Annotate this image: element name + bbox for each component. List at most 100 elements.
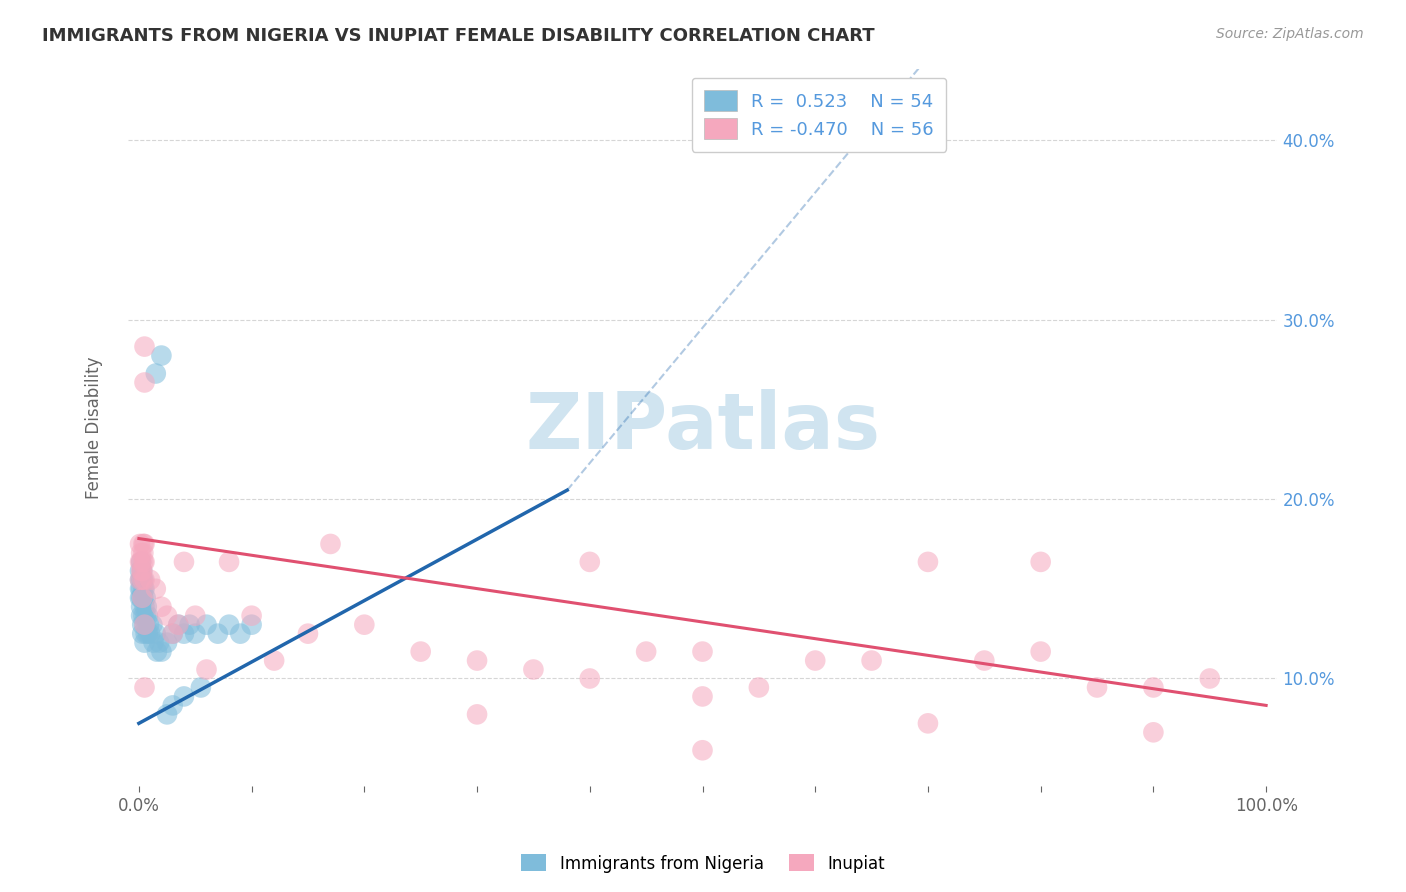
Point (136, 626, 159, 640)
Point (129, 599, 152, 614)
Point (578, 672, 600, 686)
Point (134, 617, 156, 632)
Point (167, 617, 190, 632)
Point (145, 582, 167, 596)
Point (135, 626, 157, 640)
Point (145, 367, 167, 381)
Point (319, 537, 342, 551)
Point (173, 555, 195, 569)
Point (132, 582, 155, 596)
Point (129, 582, 152, 596)
Point (173, 626, 195, 640)
Point (131, 626, 153, 640)
Point (129, 555, 152, 569)
Point (297, 626, 319, 640)
Point (132, 608, 155, 623)
Text: ZIPatlas: ZIPatlas (524, 389, 880, 466)
Point (184, 626, 207, 640)
Point (129, 564, 152, 578)
Point (748, 681, 770, 695)
Point (1142, 681, 1164, 695)
Legend: R =  0.523    N = 54, R = -0.470    N = 56: R = 0.523 N = 54, R = -0.470 N = 56 (692, 78, 946, 152)
Point (240, 608, 263, 623)
Point (131, 564, 153, 578)
Point (129, 582, 152, 596)
Text: Source: ZipAtlas.com: Source: ZipAtlas.com (1216, 27, 1364, 41)
Point (132, 537, 155, 551)
Point (218, 555, 240, 569)
Point (138, 617, 160, 632)
Legend: Immigrants from Nigeria, Inupiat: Immigrants from Nigeria, Inupiat (515, 847, 891, 880)
Point (129, 573, 152, 587)
Point (522, 663, 544, 677)
Text: IMMIGRANTS FROM NIGERIA VS INUPIAT FEMALE DISABILITY CORRELATION CHART: IMMIGRANTS FROM NIGERIA VS INUPIAT FEMAL… (42, 27, 875, 45)
Point (148, 635, 170, 649)
Point (131, 573, 153, 587)
Point (131, 591, 153, 605)
Point (1142, 725, 1164, 739)
Point (179, 617, 201, 632)
Point (195, 617, 218, 632)
Point (134, 376, 156, 390)
Point (134, 555, 156, 569)
Point (162, 698, 184, 713)
Point (129, 591, 152, 605)
Point (218, 617, 240, 632)
Point (132, 555, 155, 569)
Point (156, 608, 179, 623)
Point (129, 608, 152, 623)
Point (156, 707, 179, 722)
Point (353, 617, 375, 632)
Point (207, 626, 229, 640)
Point (142, 635, 165, 649)
Point (129, 555, 152, 569)
Point (1029, 555, 1052, 569)
Point (129, 591, 152, 605)
Point (141, 617, 163, 632)
Point (1198, 672, 1220, 686)
Y-axis label: Female Disability: Female Disability (86, 356, 103, 499)
Point (132, 573, 155, 587)
Point (135, 608, 157, 623)
Point (134, 340, 156, 354)
Point (150, 349, 173, 363)
Point (135, 591, 157, 605)
Point (131, 573, 153, 587)
Point (131, 617, 153, 632)
Point (146, 644, 169, 658)
Point (465, 654, 488, 668)
Point (129, 573, 152, 587)
Point (804, 654, 827, 668)
Point (131, 591, 153, 605)
Point (636, 644, 658, 658)
Point (134, 599, 156, 614)
Point (578, 555, 600, 569)
Point (129, 564, 152, 578)
Point (973, 654, 995, 668)
Point (1085, 681, 1108, 695)
Point (134, 635, 156, 649)
Point (131, 564, 153, 578)
Point (129, 573, 152, 587)
Point (692, 644, 714, 658)
Point (917, 716, 939, 731)
Point (134, 537, 156, 551)
Point (195, 663, 218, 677)
Point (229, 626, 252, 640)
Point (129, 546, 152, 560)
Point (136, 608, 159, 623)
Point (240, 617, 263, 632)
Point (162, 626, 184, 640)
Point (692, 690, 714, 704)
Point (150, 644, 173, 658)
Point (132, 546, 155, 560)
Point (150, 599, 173, 614)
Point (134, 582, 156, 596)
Point (917, 555, 939, 569)
Point (190, 681, 212, 695)
Point (409, 644, 432, 658)
Point (692, 743, 714, 757)
Point (134, 617, 156, 632)
Point (129, 555, 152, 569)
Point (135, 599, 157, 614)
